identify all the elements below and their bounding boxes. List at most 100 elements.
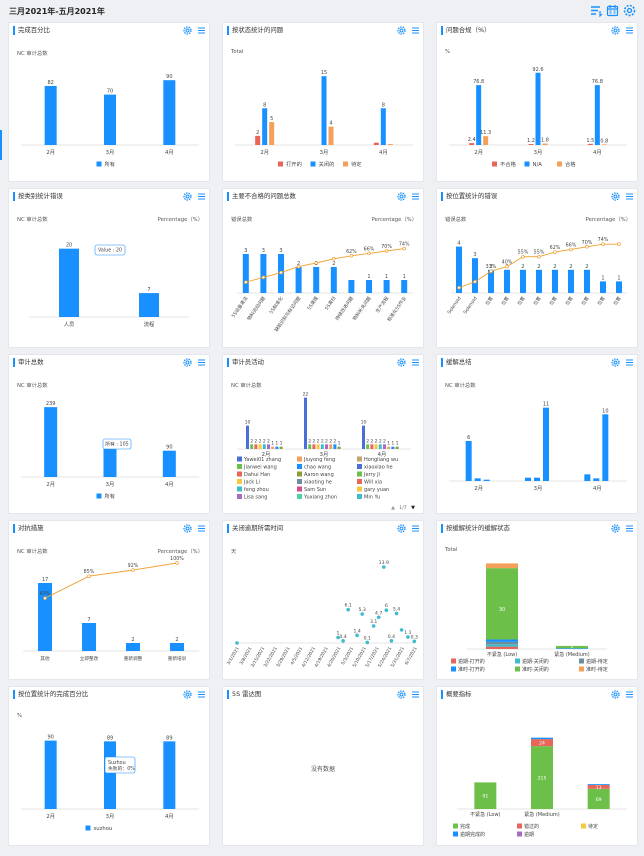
- card-menu-icon[interactable]: [625, 690, 634, 699]
- cumulative-point[interactable]: [296, 264, 301, 269]
- legend-swatch[interactable]: [357, 464, 362, 469]
- bar[interactable]: [267, 444, 270, 449]
- bar[interactable]: [330, 267, 337, 293]
- legend-swatch[interactable]: [297, 464, 302, 469]
- cumulative-point[interactable]: [537, 254, 541, 259]
- bar[interactable]: [316, 444, 320, 449]
- cumulative-point[interactable]: [332, 257, 336, 261]
- cumulative-point[interactable]: [473, 280, 477, 284]
- bar-4月[interactable]: [163, 80, 176, 145]
- bar[interactable]: [483, 479, 490, 481]
- bar-3月[interactable]: [528, 144, 534, 145]
- bar[interactable]: [552, 269, 558, 293]
- stacked-segment[interactable]: [587, 785, 610, 789]
- scatter-point[interactable]: [376, 615, 381, 620]
- cumulative-point[interactable]: [553, 250, 557, 254]
- bar[interactable]: [536, 269, 542, 293]
- bar[interactable]: [465, 441, 472, 481]
- card-settings-icon[interactable]: [397, 358, 406, 367]
- bar[interactable]: [395, 446, 399, 449]
- legend-swatch[interactable]: [237, 464, 242, 469]
- legend-swatch[interactable]: [237, 486, 242, 492]
- legend-swatch[interactable]: [297, 456, 302, 462]
- settings-icon[interactable]: [623, 4, 636, 17]
- bar[interactable]: [504, 269, 510, 293]
- stacked-segment[interactable]: [486, 646, 518, 649]
- bar-2月[interactable]: [44, 407, 58, 477]
- card-menu-icon[interactable]: [197, 690, 206, 699]
- legend-swatch[interactable]: [524, 161, 530, 167]
- legend-swatch[interactable]: [343, 161, 348, 167]
- cumulative-point[interactable]: [175, 561, 179, 565]
- bar[interactable]: [383, 280, 390, 293]
- bar[interactable]: [602, 414, 609, 481]
- cumulative-point[interactable]: [314, 261, 318, 265]
- scatter-point[interactable]: [382, 565, 386, 569]
- card-settings-icon[interactable]: [397, 26, 406, 35]
- card-menu-icon[interactable]: [197, 358, 206, 367]
- legend-swatch[interactable]: [492, 161, 497, 167]
- bar[interactable]: [383, 444, 386, 449]
- card-menu-icon[interactable]: [625, 192, 634, 201]
- scatter-point[interactable]: [384, 608, 389, 612]
- card-menu-icon[interactable]: [625, 358, 634, 367]
- card-settings-icon[interactable]: [397, 192, 406, 201]
- cumulative-point[interactable]: [585, 245, 589, 249]
- stacked-segment[interactable]: [486, 641, 518, 645]
- scatter-point[interactable]: [406, 635, 410, 639]
- bar[interactable]: [387, 446, 391, 449]
- bar-2月[interactable]: [44, 85, 57, 145]
- cumulative-point[interactable]: [131, 568, 135, 572]
- scatter-point[interactable]: [371, 624, 376, 628]
- bar[interactable]: [362, 425, 365, 449]
- bar-3月[interactable]: [328, 126, 334, 145]
- bar-3月[interactable]: [104, 741, 116, 809]
- legend-swatch[interactable]: [515, 666, 520, 672]
- bar[interactable]: [258, 444, 262, 449]
- cumulative-point[interactable]: [244, 280, 248, 284]
- scatter-point[interactable]: [235, 641, 239, 645]
- bar[interactable]: [325, 444, 328, 449]
- scatter-point[interactable]: [341, 639, 345, 643]
- cumulative-point[interactable]: [505, 264, 509, 269]
- legend-swatch[interactable]: [297, 471, 302, 477]
- stacked-segment[interactable]: [486, 568, 518, 640]
- bar[interactable]: [600, 281, 606, 293]
- bar[interactable]: [254, 444, 258, 449]
- bar-2月[interactable]: [469, 143, 475, 145]
- scatter-point[interactable]: [412, 639, 417, 644]
- legend-swatch[interactable]: [453, 823, 458, 829]
- cumulative-point[interactable]: [384, 249, 389, 253]
- stacked-segment[interactable]: [556, 648, 588, 649]
- card-settings-icon[interactable]: [397, 524, 406, 533]
- scatter-point[interactable]: [399, 628, 404, 632]
- bar[interactable]: [370, 444, 374, 449]
- bar[interactable]: [304, 397, 307, 449]
- bar[interactable]: [250, 444, 254, 449]
- bar[interactable]: [378, 444, 382, 449]
- stacked-segment[interactable]: [486, 639, 518, 642]
- cumulative-point[interactable]: [87, 574, 91, 578]
- card-settings-icon[interactable]: [611, 26, 620, 35]
- legend-swatch[interactable]: [237, 471, 242, 477]
- bar-2月[interactable]: [269, 122, 275, 145]
- bar[interactable]: [366, 444, 370, 449]
- bar-流程[interactable]: [139, 293, 159, 317]
- card-settings-icon[interactable]: [183, 26, 192, 35]
- stacked-segment[interactable]: [486, 644, 518, 647]
- stacked-segment[interactable]: [556, 645, 588, 649]
- bar[interactable]: [262, 444, 266, 449]
- legend-swatch[interactable]: [357, 471, 362, 477]
- bar[interactable]: [271, 446, 275, 449]
- cumulative-point[interactable]: [43, 596, 47, 600]
- bar-4月[interactable]: [163, 741, 176, 809]
- card-menu-icon[interactable]: [411, 192, 420, 201]
- bar[interactable]: [320, 444, 324, 449]
- bar-4月[interactable]: [373, 142, 379, 145]
- bar[interactable]: [170, 643, 184, 651]
- legend-swatch[interactable]: [237, 456, 242, 462]
- legend-swatch[interactable]: [451, 666, 456, 672]
- legend-swatch[interactable]: [96, 493, 102, 499]
- card-settings-icon[interactable]: [183, 192, 192, 201]
- card-menu-icon[interactable]: [411, 358, 420, 367]
